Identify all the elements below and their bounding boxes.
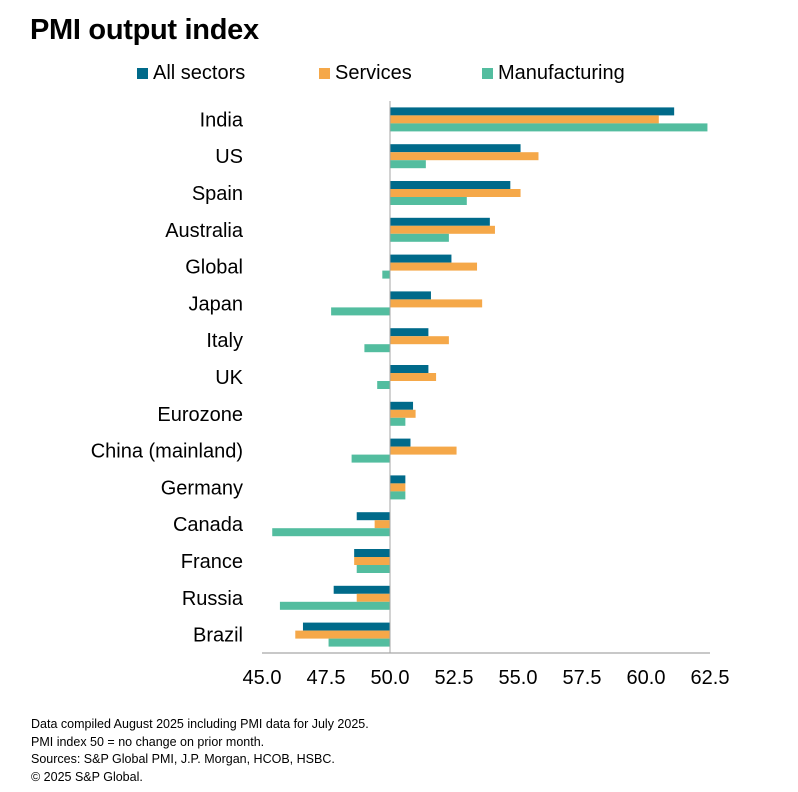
bar-eurozone-manufacturing <box>390 417 406 426</box>
category-label-uk: UK <box>215 367 243 389</box>
bar-eurozone-all-sectors <box>390 401 414 410</box>
bar-brazil-all-sectors <box>302 622 390 631</box>
x-tick-label: 60.0 <box>627 667 666 689</box>
category-label-france: France <box>181 551 243 573</box>
bar-australia-manufacturing <box>390 233 449 242</box>
category-label-eurozone: Eurozone <box>157 404 243 426</box>
category-label-china-mainland: China (mainland) <box>91 441 243 463</box>
bar-australia-all-sectors <box>390 217 490 226</box>
bar-russia-manufacturing <box>279 601 390 610</box>
bar-france-all-sectors <box>354 549 390 557</box>
bar-japan-services <box>390 299 483 308</box>
bar-india-services <box>390 115 659 124</box>
bar-italy-manufacturing <box>364 344 390 353</box>
bars-layer <box>272 107 708 647</box>
x-tick-label: 57.5 <box>563 667 602 689</box>
bar-global-all-sectors <box>390 254 452 263</box>
bar-spain-all-sectors <box>390 181 511 189</box>
legend-label-all-sectors: All sectors <box>153 62 246 84</box>
bar-italy-all-sectors <box>390 328 429 337</box>
x-tick-label: 62.5 <box>691 667 730 689</box>
x-tick-label: 52.5 <box>435 667 474 689</box>
category-label-us: US <box>215 146 243 168</box>
legend-swatch-all-sectors <box>137 68 148 79</box>
bar-france-services <box>354 557 390 565</box>
category-label-global: Global <box>185 257 243 279</box>
x-tick-label: 47.5 <box>307 667 346 689</box>
bar-spain-manufacturing <box>390 197 467 205</box>
bar-eurozone-services <box>390 409 416 418</box>
category-label-italy: Italy <box>206 330 243 352</box>
bar-global-services <box>390 262 478 271</box>
bar-australia-services <box>390 225 495 234</box>
bar-france-manufacturing <box>356 565 390 573</box>
bar-uk-manufacturing <box>377 381 390 389</box>
x-axis: 45.0 47.5 50.0 52.5 55.0 57.5 60.0 62.5 <box>243 101 730 689</box>
bar-brazil-manufacturing <box>328 638 390 647</box>
legend-label-manufacturing: Manufacturing <box>498 62 625 84</box>
bar-germany-manufacturing <box>390 491 406 500</box>
bar-japan-all-sectors <box>390 291 431 300</box>
category-labels: India US Spain Australia Global Japan Italy UK E… <box>91 109 244 646</box>
bar-canada-all-sectors <box>356 512 390 521</box>
bar-russia-all-sectors <box>333 585 390 594</box>
bar-italy-services <box>390 336 449 345</box>
chart-title: PMI output index <box>30 14 259 46</box>
bar-china-mainland-services <box>390 446 457 455</box>
bar-us-all-sectors <box>390 144 521 153</box>
category-label-japan: Japan <box>189 293 244 315</box>
x-tick-label: 50.0 <box>371 667 410 689</box>
bar-germany-services <box>390 483 406 492</box>
bar-india-manufacturing <box>390 123 708 132</box>
bar-china-mainland-manufacturing <box>351 454 390 463</box>
bar-brazil-services <box>295 630 390 639</box>
footer-line-sources: Sources: S&P Global PMI, J.P. Morgan, HC… <box>31 752 335 766</box>
bar-global-manufacturing <box>382 270 390 279</box>
bar-china-mainland-all-sectors <box>390 438 411 447</box>
bar-canada-services <box>374 520 390 529</box>
bar-germany-all-sectors <box>390 475 406 484</box>
bar-japan-manufacturing <box>331 307 390 316</box>
category-label-australia: Australia <box>165 220 244 242</box>
bar-us-services <box>390 152 539 161</box>
bar-india-all-sectors <box>390 107 675 116</box>
bar-canada-manufacturing <box>272 528 390 537</box>
legend-item-all-sectors: All sectors <box>137 62 245 85</box>
footer-notes: Data compiled August 2025 including PMI … <box>31 716 369 786</box>
bar-russia-services <box>356 593 390 602</box>
category-label-russia: Russia <box>182 588 244 610</box>
legend-item-services: Services <box>319 62 412 85</box>
category-label-brazil: Brazil <box>193 625 243 647</box>
x-tick-label: 45.0 <box>243 667 282 689</box>
category-label-spain: Spain <box>192 183 243 205</box>
legend: All sectors Services Manufacturing <box>0 62 798 88</box>
legend-item-manufacturing: Manufacturing <box>482 62 625 85</box>
category-label-india: India <box>200 109 244 131</box>
legend-label-services: Services <box>335 62 412 84</box>
category-label-canada: Canada <box>173 514 244 536</box>
x-tick-label: 55.0 <box>499 667 538 689</box>
footer-line-pmi-note: PMI index 50 = no change on prior month. <box>31 734 265 749</box>
bar-uk-services <box>390 373 437 381</box>
bar-us-manufacturing <box>390 160 426 169</box>
footer-line-copyright: © 2025 S&P Global. <box>31 769 143 784</box>
legend-swatch-manufacturing <box>482 68 493 79</box>
legend-swatch-services <box>319 68 330 79</box>
footer-line-compiled: Data compiled August 2025 including PMI … <box>31 717 369 731</box>
category-label-germany: Germany <box>161 477 243 499</box>
bar-spain-services <box>390 189 521 197</box>
bar-uk-all-sectors <box>390 365 429 373</box>
